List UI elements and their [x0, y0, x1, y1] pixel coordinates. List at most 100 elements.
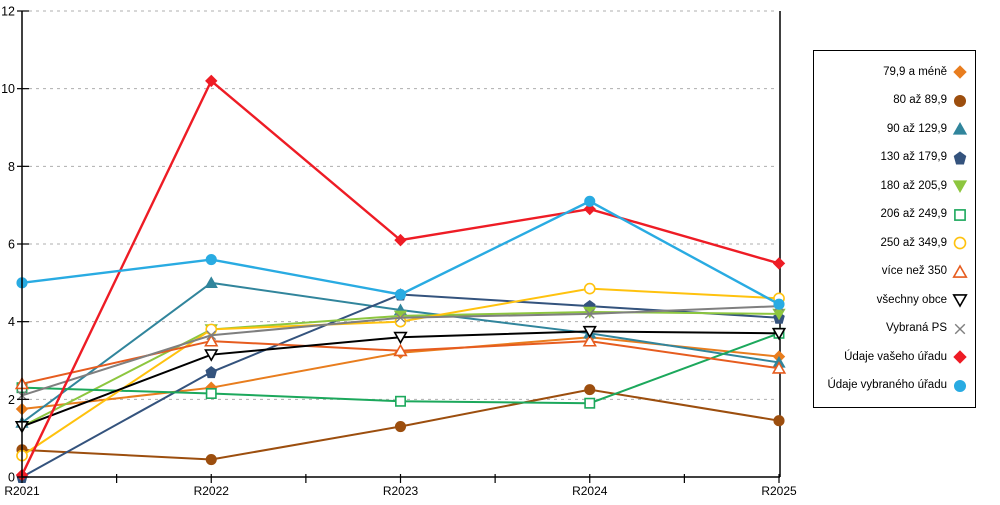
legend-marker: [953, 151, 967, 165]
legend-item-label: více než 350: [881, 265, 947, 277]
legend-item: 250 až 349,9: [814, 235, 975, 251]
legend-marker: [953, 379, 967, 392]
legend-item: Údaje vybraného úřadu: [814, 378, 975, 394]
series-marker: [773, 415, 785, 427]
series-marker: [394, 288, 407, 301]
legend-marker: [954, 208, 966, 221]
x-marker-stroke: [584, 309, 595, 319]
y-axis-label: 6: [8, 238, 15, 252]
series-line: [20, 78, 780, 476]
y-axis-label: 2: [8, 393, 15, 407]
series-marker: [205, 74, 218, 88]
legend-item-label: 80 až 89,9: [893, 94, 947, 106]
legend-marker-diamond-icon: [953, 65, 967, 79]
legend-marker: [952, 294, 968, 308]
legend-item-label: Údaje vašeho úřadu: [844, 350, 947, 363]
legend-item-label: 79,9 a méně: [883, 65, 947, 78]
series-marker: [394, 233, 407, 247]
x-axis-label: R2025: [761, 484, 797, 498]
legend-marker-circle-icon: [953, 379, 967, 392]
legend-item-label: 130 až 179,9: [880, 151, 947, 163]
legend-item-label: všechny obce: [876, 293, 947, 306]
series-marker: [395, 312, 406, 323]
series-marker: [394, 420, 407, 433]
series-marker: [582, 325, 597, 339]
y-axis-label: 12: [1, 5, 15, 19]
legend-item: 80 až 89,9: [814, 93, 975, 109]
legend-marker-triangle-down-icon: [952, 180, 968, 194]
series-marker: [205, 366, 218, 379]
legend-marker-triangle-up-icon: [952, 122, 968, 135]
series-12: [16, 195, 785, 310]
legend-item-label: 90 až 129,9: [886, 122, 947, 135]
legend-marker-square-icon: [954, 208, 966, 221]
legend-item: Údaje vašeho úřadu: [814, 349, 975, 365]
x-marker-stroke: [395, 312, 406, 323]
legend-marker: [953, 94, 967, 107]
legend-item: 130 až 179,9: [814, 150, 975, 166]
legend-marker: [954, 323, 966, 335]
series-marker: [393, 343, 408, 357]
series-marker: [206, 330, 217, 341]
x-axis-label: R2023: [383, 484, 419, 498]
legend-item-label: 206 až 249,9: [880, 208, 947, 220]
legend-item: všechny obce: [814, 292, 975, 308]
legend-item: 206 až 249,9: [814, 207, 975, 223]
legend-marker-circle-icon: [953, 236, 967, 250]
legend-marker-circle-icon: [953, 94, 967, 107]
series-marker: [584, 195, 596, 207]
legend-marker: [952, 122, 968, 135]
legend-item: více než 350: [814, 264, 975, 280]
legend-item-label: 180 až 205,9: [880, 179, 947, 192]
legend-marker-x-icon: [954, 323, 966, 335]
x-axis-label: R2024: [572, 484, 608, 498]
legend-item: 180 až 205,9: [814, 178, 975, 194]
series-marker: [771, 327, 787, 341]
legend-marker-triangle-down-icon: [952, 294, 968, 308]
legend-item-label: Vybraná PS: [886, 322, 947, 334]
series-7: [16, 282, 785, 462]
chart-legend: 79,9 a méně 80 až 89,9 90 až 129,9 130 až 1…: [813, 50, 976, 408]
series-marker: [205, 388, 217, 399]
series-marker: [772, 257, 786, 270]
series-marker: [205, 323, 218, 336]
series-10: [17, 301, 784, 401]
legend-marker-triangle-up-icon: [952, 264, 968, 278]
legend-marker: [952, 180, 968, 194]
series-marker: [395, 395, 406, 407]
legend-marker: [953, 350, 967, 364]
series-marker: [205, 453, 217, 466]
x-marker-stroke: [954, 323, 966, 335]
series-marker: [583, 202, 596, 216]
series-9: [14, 325, 787, 434]
series-marker: [584, 397, 596, 409]
series-marker: [584, 384, 596, 396]
legend-item-label: 250 až 349,9: [880, 236, 947, 249]
x-axis-label: R2022: [194, 484, 230, 498]
series-marker: [583, 282, 596, 295]
legend-marker: [953, 236, 967, 250]
legend-marker-pentagon-icon: [953, 151, 967, 165]
y-axis-label: 4: [8, 315, 15, 329]
legend-item: 90 až 129,9: [814, 121, 975, 137]
y-axis-label: 8: [8, 160, 15, 174]
series-marker: [583, 306, 597, 319]
series-marker: [393, 331, 408, 345]
series-marker: [204, 349, 219, 362]
legend-item: Vybraná PS: [814, 321, 975, 337]
legend-item: 79,9 a méně: [814, 64, 975, 80]
series-marker: [204, 333, 219, 347]
series-marker: [204, 276, 218, 289]
series-marker: [771, 361, 787, 374]
series-11: [15, 74, 786, 482]
legend-marker-diamond-icon: [953, 350, 967, 364]
series-marker: [582, 333, 597, 347]
legend-marker: [953, 65, 967, 79]
legend-item-label: Údaje vybraného úřadu: [827, 379, 947, 391]
series-line: [21, 310, 780, 428]
y-axis-label: 0: [8, 471, 15, 485]
y-axis-label: 10: [1, 82, 15, 96]
legend-marker: [952, 264, 968, 278]
